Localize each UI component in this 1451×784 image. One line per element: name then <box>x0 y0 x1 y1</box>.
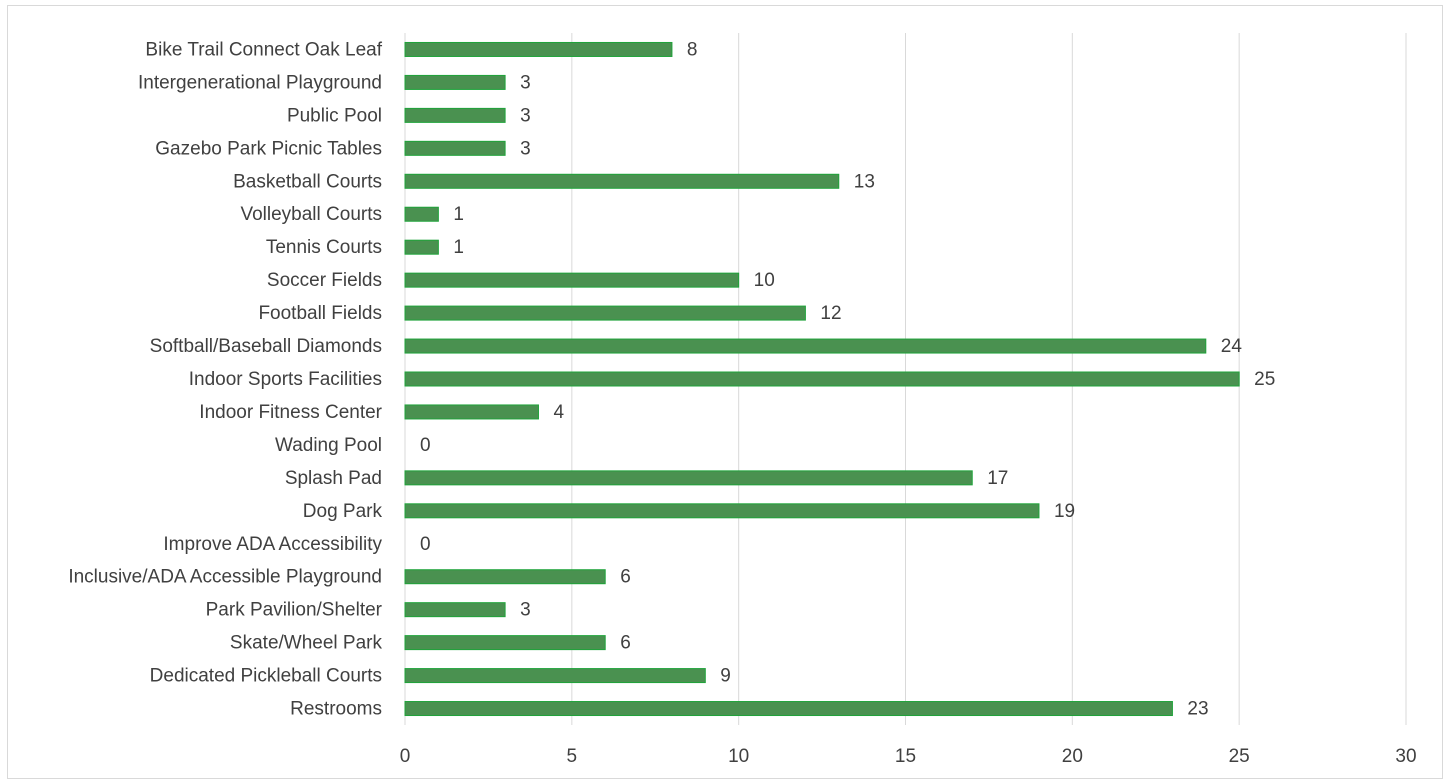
data-label: 6 <box>620 567 631 588</box>
x-tick-label: 25 <box>1229 746 1250 767</box>
bar <box>404 74 506 90</box>
data-label: 10 <box>754 270 775 291</box>
category-label: Volleyball Courts <box>240 204 382 225</box>
data-label: 1 <box>453 237 464 258</box>
x-tick-label: 5 <box>567 746 578 767</box>
category-label: Tennis Courts <box>266 237 382 258</box>
bar <box>404 206 439 222</box>
data-label: 3 <box>520 72 531 93</box>
data-label: 13 <box>854 171 875 192</box>
data-label: 23 <box>1187 699 1208 720</box>
bar <box>404 338 1207 354</box>
category-label: Wading Pool <box>275 435 382 456</box>
data-label: 0 <box>420 534 431 555</box>
bar <box>404 635 606 651</box>
category-label: Improve ADA Accessibility <box>163 534 382 555</box>
category-label: Indoor Sports Facilities <box>189 369 382 390</box>
data-labels: 8 3 3 3 13 1 1 10 12 24 25 4 0 17 19 0 6 3 6 9 23 <box>420 39 1275 719</box>
bar <box>404 239 439 255</box>
bar <box>404 41 673 57</box>
data-label: 6 <box>620 633 631 654</box>
data-label: 17 <box>987 468 1008 489</box>
bar <box>404 305 806 321</box>
x-tick-label: 10 <box>728 746 749 767</box>
bar <box>404 602 506 618</box>
data-label: 1 <box>453 204 464 225</box>
data-label: 4 <box>553 402 564 423</box>
chart-frame <box>7 5 1443 779</box>
x-tick-label: 15 <box>895 746 916 767</box>
x-tick-label: 20 <box>1062 746 1083 767</box>
category-label: Soccer Fields <box>267 270 382 291</box>
bar <box>404 668 706 684</box>
bar <box>404 272 740 288</box>
bar <box>404 503 1040 519</box>
data-label: 0 <box>420 435 431 456</box>
bar <box>404 371 1240 387</box>
category-label: Splash Pad <box>285 468 382 489</box>
category-label: Dedicated Pickleball Courts <box>150 666 382 687</box>
data-label: 9 <box>720 666 731 687</box>
x-axis-tick-labels: 0 5 10 15 20 25 30 <box>400 746 1417 767</box>
category-label: Inclusive/ADA Accessible Playground <box>68 567 382 588</box>
bar <box>404 701 1173 717</box>
category-label: Bike Trail Connect Oak Leaf <box>145 39 382 60</box>
category-label: Indoor Fitness Center <box>199 402 382 423</box>
category-label: Restrooms <box>290 699 382 720</box>
category-label: Gazebo Park Picnic Tables <box>155 138 382 159</box>
category-label: Skate/Wheel Park <box>230 633 383 654</box>
data-label: 8 <box>687 39 698 60</box>
category-label: Dog Park <box>303 501 383 522</box>
data-label: 25 <box>1254 369 1275 390</box>
x-tick-label: 30 <box>1395 746 1416 767</box>
data-label: 3 <box>520 600 531 621</box>
category-labels: Bike Trail Connect Oak Leaf Intergenerati… <box>68 39 382 719</box>
bars <box>404 41 1240 717</box>
category-label: Football Fields <box>258 303 382 324</box>
bar <box>404 107 506 123</box>
data-label: 12 <box>820 303 841 324</box>
data-label: 19 <box>1054 501 1075 522</box>
data-label: 3 <box>520 138 531 159</box>
bar <box>404 140 506 156</box>
category-label: Park Pavilion/Shelter <box>206 600 383 621</box>
bar <box>404 173 840 189</box>
data-label: 24 <box>1221 336 1243 357</box>
x-tick-label: 0 <box>400 746 411 767</box>
bar <box>404 569 606 585</box>
category-label: Softball/Baseball Diamonds <box>150 336 382 357</box>
bar <box>404 404 539 420</box>
category-label: Basketball Courts <box>233 171 382 192</box>
category-label: Intergenerational Playground <box>138 72 382 93</box>
bar <box>404 470 973 486</box>
data-label: 3 <box>520 105 531 126</box>
category-label: Public Pool <box>287 105 382 126</box>
